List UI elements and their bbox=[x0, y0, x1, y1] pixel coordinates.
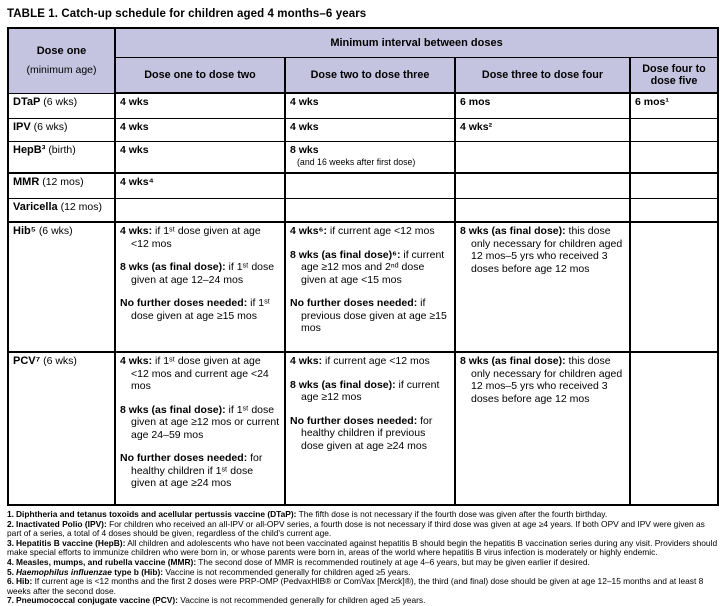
header-row-2: Dose one to dose two Dose two to dose th… bbox=[8, 57, 719, 94]
hepb-dose2to3-cell: 8 wks (and 16 weeks after first dose) bbox=[284, 141, 456, 174]
interval-value: 8 wks bbox=[290, 144, 319, 156]
hepb-vaccine-cell: HepB³ (birth) bbox=[7, 141, 116, 174]
hepb-dose1to2-cell: 4 wks bbox=[114, 141, 286, 174]
dtap-dose2to3-cell: 4 wks bbox=[284, 92, 456, 119]
vaccine-name: IPV bbox=[13, 121, 31, 133]
varicella-dose2to3-cell bbox=[284, 198, 456, 223]
interval-note: (and 16 weeks after first dose) bbox=[297, 156, 416, 167]
mmr-dose1to2-cell: 4 wks⁴ bbox=[114, 172, 286, 199]
varicella-dose3to4-cell bbox=[454, 198, 631, 223]
table-row-dtap: DTaP (6 wks) 4 wks 4 wks 6 mos 6 mos¹ bbox=[7, 92, 719, 119]
hib-vaccine-cell: Hib⁵ (6 wks) bbox=[7, 221, 116, 353]
ipv-dose2to3-cell: 4 wks bbox=[284, 118, 456, 142]
dtap-dose1to2-cell: 4 wks bbox=[114, 92, 286, 119]
hib-dose1to2-cell: 4 wks: if 1ˢᵗ dose given at age <12 mos … bbox=[114, 221, 286, 353]
vaccine-min-age: (12 mos) bbox=[60, 201, 103, 213]
hib-dose4to5-cell bbox=[629, 221, 719, 353]
footnotes: 1. Diphtheria and tetanus toxoids and ace… bbox=[7, 509, 719, 606]
corner-header-cell: Dose one (minimum age) bbox=[7, 27, 116, 94]
dtap-dose3to4-cell: 6 mos bbox=[454, 92, 631, 119]
col-header-dose4to5: Dose four to dose five bbox=[629, 57, 719, 94]
footnote-7: 7. Pneumococcal conjugate vaccine (PCV): … bbox=[7, 595, 426, 606]
schedule-rule: 4 wks: if 1ˢᵗ dose given at age <12 mos … bbox=[120, 355, 269, 392]
footnote-6: 6. Hib: If current age is <12 months and … bbox=[7, 576, 704, 596]
footnote-5: 5. Haemophilus influenzae type b (Hib): V… bbox=[7, 566, 411, 577]
schedule-rule: 8 wks (as final dose): if 1ˢᵗ dose given… bbox=[120, 403, 280, 441]
schedule-rule: 4 wks⁶: if current age <12 mos bbox=[290, 225, 435, 237]
header-row-1: Dose one (minimum age) Minimum interval … bbox=[7, 27, 719, 94]
vaccine-name: Varicella bbox=[13, 201, 58, 213]
table-title: TABLE 1. Catch-up schedule for children … bbox=[7, 8, 367, 20]
table-row-hepb: HepB³ (birth) 4 wks 8 wks (and 16 weeks a… bbox=[7, 141, 719, 174]
schedule-rule: No further doses needed: for healthy chi… bbox=[290, 414, 433, 452]
pcv-dose2to3-cell: 4 wks: if current age <12 mos 8 wks (as … bbox=[284, 351, 456, 506]
col-header-dose3to4: Dose three to dose four bbox=[454, 57, 631, 94]
table-row-pcv: PCV⁷ (6 wks) 4 wks: if 1ˢᵗ dose given at… bbox=[7, 351, 719, 506]
vaccine-name: MMR bbox=[13, 176, 40, 188]
vaccine-min-age: (6 wks) bbox=[33, 121, 68, 133]
table-row-hib: Hib⁵ (6 wks) 4 wks: if 1ˢᵗ dose given at… bbox=[7, 221, 719, 353]
pcv-dose3to4-cell: 8 wks (as final dose): this dose only ne… bbox=[454, 351, 631, 506]
ipv-dose4to5-cell bbox=[629, 118, 719, 142]
schedule-rule: 4 wks: if current age <12 mos bbox=[290, 355, 430, 367]
col-header-dose2to3: Dose two to dose three bbox=[284, 57, 456, 94]
vaccine-name: PCV⁷ bbox=[13, 355, 41, 367]
schedule-rule: No further doses needed: for healthy chi… bbox=[120, 452, 263, 489]
schedule-rule: 8 wks (as final dose)⁶: if current age ≥… bbox=[290, 248, 445, 286]
varicella-dose1to2-cell bbox=[114, 198, 286, 223]
varicella-vaccine-cell: Varicella (12 mos) bbox=[7, 198, 116, 223]
mmr-dose4to5-cell bbox=[629, 172, 719, 199]
pcv-dose4to5-cell bbox=[629, 351, 719, 506]
table-row-mmr: MMR (12 mos) 4 wks⁴ bbox=[7, 172, 719, 199]
vaccine-min-age: (6 wks) bbox=[43, 355, 77, 367]
schedule-rule: 8 wks (as final dose): this dose only ne… bbox=[460, 355, 623, 405]
mmr-vaccine-cell: MMR (12 mos) bbox=[7, 172, 116, 199]
ipv-dose1to2-cell: 4 wks bbox=[114, 118, 286, 142]
vaccine-min-age: (birth) bbox=[48, 144, 76, 156]
dtap-vaccine-cell: DTaP (6 wks) bbox=[7, 92, 116, 119]
vaccine-min-age: (6 wks) bbox=[38, 225, 73, 237]
schedule-rule: 8 wks (as final dose): if current age ≥1… bbox=[290, 378, 440, 404]
hepb-dose3to4-cell bbox=[454, 141, 631, 174]
footnote-2: 2. Inactivated Polio (IPV): For children … bbox=[7, 518, 705, 539]
hib-dose2to3-cell: 4 wks⁶: if current age <12 mos 8 wks (as… bbox=[284, 221, 456, 353]
vaccine-min-age: (12 mos) bbox=[42, 176, 84, 188]
schedule-rule: 8 wks (as final dose): if 1ˢᵗ dose given… bbox=[120, 261, 275, 286]
hepb-dose4to5-cell bbox=[629, 141, 719, 174]
ipv-dose3to4-cell: 4 wks² bbox=[454, 118, 631, 142]
interval-span-header: Minimum interval between doses bbox=[114, 27, 719, 58]
varicella-dose4to5-cell bbox=[629, 198, 719, 223]
vaccine-min-age: (6 wks) bbox=[43, 95, 78, 108]
schedule-rule: No further doses needed: if previous dos… bbox=[290, 297, 447, 334]
vaccine-name: HepB³ bbox=[13, 144, 46, 156]
ipv-vaccine-cell: IPV (6 wks) bbox=[7, 118, 116, 142]
corner-header-title: Dose one bbox=[36, 45, 87, 58]
mmr-dose3to4-cell bbox=[454, 172, 631, 199]
footnote-1: 1. Diphtheria and tetanus toxoids and ace… bbox=[7, 509, 608, 519]
schedule-rule: No further doses needed: if 1ˢᵗ dose giv… bbox=[120, 297, 270, 322]
table-row-varicella: Varicella (12 mos) bbox=[7, 198, 719, 223]
mmr-dose2to3-cell bbox=[284, 172, 456, 199]
pcv-dose1to2-cell: 4 wks: if 1ˢᵗ dose given at age <12 mos … bbox=[114, 351, 286, 506]
table-row-ipv: IPV (6 wks) 4 wks 4 wks 4 wks² bbox=[7, 118, 719, 142]
pcv-vaccine-cell: PCV⁷ (6 wks) bbox=[7, 351, 116, 506]
schedule-rule: 8 wks (as final dose): this dose only ne… bbox=[460, 225, 623, 275]
footnote-4: 4. Measles, mumps, and rubella vaccine (M… bbox=[7, 556, 590, 567]
vaccine-name: DTaP bbox=[13, 95, 41, 108]
footnote-3: 3. Hepatitis B vaccine (HepB): All childr… bbox=[7, 537, 718, 558]
dtap-dose4to5-cell: 6 mos¹ bbox=[629, 92, 719, 119]
catchup-schedule-table: Dose one (minimum age) Minimum interval … bbox=[7, 27, 719, 506]
col-header-dose1to2: Dose one to dose two bbox=[114, 57, 286, 94]
schedule-rule: 4 wks: if 1ˢᵗ dose given at age <12 mos bbox=[120, 225, 261, 250]
hib-dose3to4-cell: 8 wks (as final dose): this dose only ne… bbox=[454, 221, 631, 353]
vaccine-name: Hib⁵ bbox=[13, 225, 36, 237]
corner-header-subtitle: (minimum age) bbox=[26, 64, 97, 77]
